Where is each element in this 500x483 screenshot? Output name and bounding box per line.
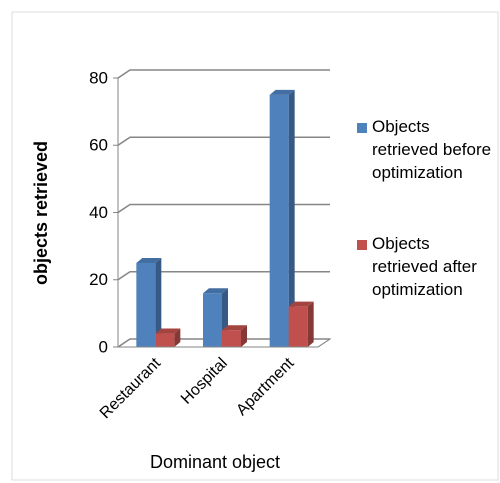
- floor-front: [118, 338, 331, 348]
- bar-side: [307, 301, 314, 347]
- legend-label: Objects retrieved after optimization: [372, 234, 477, 299]
- bar: [136, 262, 156, 347]
- bar: [269, 94, 289, 347]
- bar-top: [155, 328, 181, 334]
- grid-line: [117, 136, 330, 146]
- y-tick-label: 60: [89, 136, 108, 155]
- legend-swatch: [357, 123, 367, 133]
- bar: [203, 293, 222, 347]
- y-tick-label: 40: [89, 203, 108, 222]
- y-tick-label: 20: [89, 270, 108, 289]
- bar: [288, 306, 308, 347]
- bar-side: [174, 328, 181, 347]
- chart-border: [11, 11, 499, 481]
- bar-top: [203, 288, 228, 294]
- grid-line: [117, 338, 330, 348]
- y-tick-label: 0: [99, 337, 108, 356]
- bar-top: [269, 89, 295, 95]
- bar-side: [288, 89, 295, 347]
- bar: [155, 333, 175, 347]
- x-tick-label: Hospital: [178, 355, 231, 408]
- bar-side: [155, 257, 162, 347]
- x-axis-title: Dominant object: [150, 452, 280, 472]
- bar: [222, 330, 241, 347]
- grid-line: [117, 271, 330, 281]
- bar-top: [288, 301, 314, 307]
- bar-side: [241, 325, 247, 347]
- grid-line: [117, 203, 330, 214]
- y-axis-title: objects retrieved: [31, 141, 51, 285]
- bar-top: [136, 257, 162, 263]
- bar-top: [222, 325, 247, 331]
- x-tick-label: Apartment: [233, 354, 298, 419]
- legend-label: Objects retrieved before optimization: [372, 117, 492, 182]
- grid-line: [117, 69, 330, 79]
- y-tick-label: 80: [89, 68, 108, 87]
- x-tick-label: Restaurant: [97, 354, 165, 422]
- legend-swatch: [357, 240, 367, 250]
